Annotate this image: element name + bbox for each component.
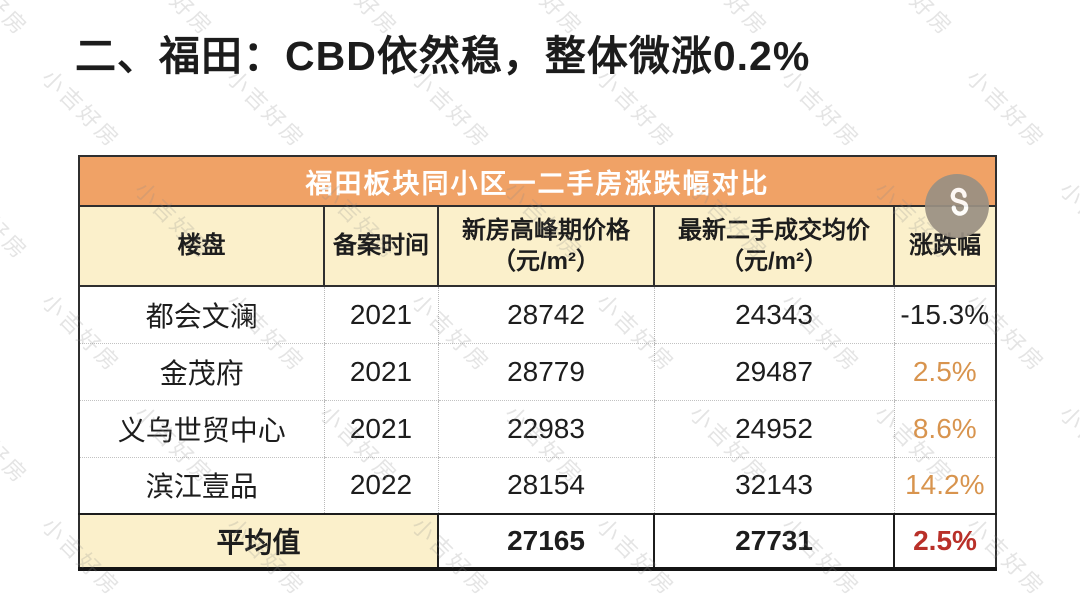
col-header-property: 楼盘	[79, 206, 324, 287]
new-peak-price: 22983	[437, 400, 654, 458]
average-new-peak-price: 27165	[437, 513, 654, 569]
change-value: 14.2%	[893, 457, 997, 515]
average-label: 平均值	[79, 513, 438, 569]
property-name: 滨江壹品	[79, 457, 324, 515]
average-change-value: 2.5%	[892, 513, 997, 569]
filing-year: 2021	[323, 286, 438, 344]
table-row: 滨江壹品 2022 28154 32143 14.2%	[79, 457, 997, 515]
table-average-row: 平均值 27165 27731 2.5%	[79, 513, 997, 569]
filing-year: 2022	[323, 457, 438, 515]
filing-year: 2021	[323, 343, 438, 401]
price-comparison-table: 福田板块同小区一二手房涨跌幅对比 楼盘 备案时间 新房高峰期价格 （元/m²） …	[78, 155, 998, 571]
resale-avg-price: 32143	[653, 457, 894, 515]
col-header-resale-avg-price: 最新二手成交均价 （元/m²）	[653, 206, 894, 287]
col-header-resale-avg-price-label: 最新二手成交均价	[678, 216, 870, 244]
col-header-resale-avg-price-unit: （元/m²）	[720, 248, 828, 275]
col-header-new-peak-price: 新房高峰期价格 （元/m²）	[437, 206, 654, 287]
col-header-new-peak-price-label: 新房高峰期价格	[462, 216, 630, 244]
change-value: 2.5%	[893, 343, 997, 401]
table-row: 义乌世贸中心 2021 22983 24952 8.6%	[79, 400, 997, 458]
resale-avg-price: 29487	[653, 343, 894, 401]
new-peak-price: 28742	[437, 286, 654, 344]
table-banner-row: 福田板块同小区一二手房涨跌幅对比	[79, 156, 997, 207]
share-icon	[938, 185, 976, 228]
table-header-row: 楼盘 备案时间 新房高峰期价格 （元/m²） 最新二手成交均价 （元/m²） 涨…	[79, 206, 997, 287]
table-row: 金茂府 2021 28779 29487 2.5%	[79, 343, 997, 401]
resale-avg-price: 24952	[653, 400, 894, 458]
average-resale-avg-price: 27731	[653, 513, 894, 569]
new-peak-price: 28779	[437, 343, 654, 401]
new-peak-price: 28154	[437, 457, 654, 515]
col-header-filing-year: 备案时间	[323, 206, 438, 287]
change-value: 8.6%	[893, 400, 997, 458]
property-name: 都会文澜	[79, 286, 324, 344]
change-value: -15.3%	[893, 286, 997, 344]
page-title: 二、福田：CBD依然稳，整体微涨0.2%	[75, 33, 811, 79]
filing-year: 2021	[323, 400, 438, 458]
col-header-new-peak-price-unit: （元/m²）	[492, 248, 600, 275]
table-row: 都会文澜 2021 28742 24343 -15.3%	[79, 286, 997, 344]
table-banner-title: 福田板块同小区一二手房涨跌幅对比	[79, 156, 997, 207]
share-button[interactable]	[925, 174, 989, 238]
property-name: 义乌世贸中心	[79, 400, 324, 458]
resale-avg-price: 24343	[653, 286, 894, 344]
property-name: 金茂府	[79, 343, 324, 401]
